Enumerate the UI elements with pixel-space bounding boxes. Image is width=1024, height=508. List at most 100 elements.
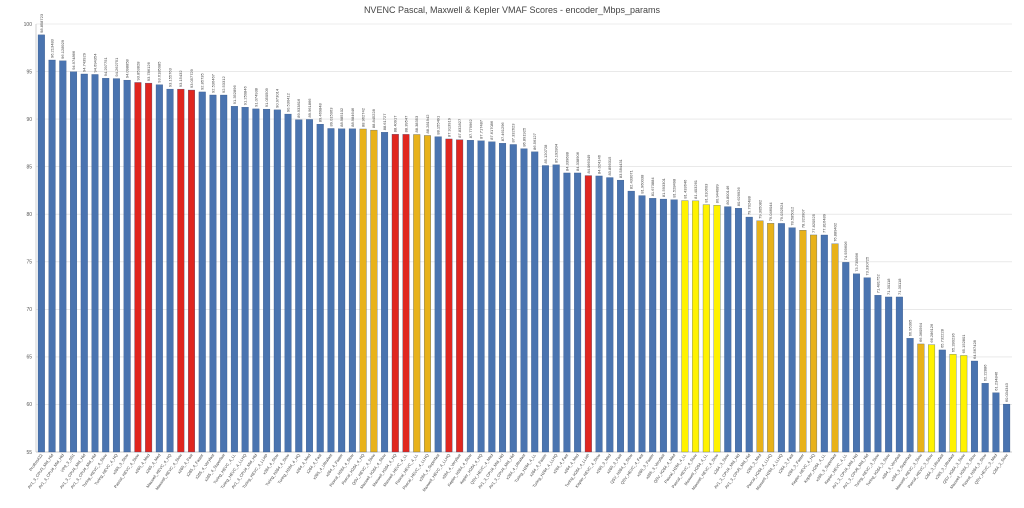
bar: [874, 295, 882, 453]
data-label: 87.332623: [511, 123, 516, 143]
data-label: 94.694354: [92, 53, 97, 73]
bar: [595, 175, 603, 453]
bar: [456, 139, 464, 453]
data-label: 79.032524: [779, 202, 784, 222]
data-label: 94.297751: [103, 57, 108, 77]
bar: [970, 360, 978, 453]
data-label: 80.944089: [714, 184, 719, 204]
bar: [338, 128, 346, 453]
data-label: 93.155763: [167, 67, 172, 87]
y-tick-label: 75: [26, 260, 32, 266]
data-label: 71.30118: [897, 278, 902, 295]
data-label: 91.074938: [253, 87, 258, 107]
data-label: 81.528498: [672, 178, 677, 198]
data-label: 82.433071: [629, 169, 634, 189]
y-tick-label: 85: [26, 164, 32, 170]
data-label: 91.250846: [243, 86, 248, 106]
bar: [767, 223, 775, 453]
data-label: 85.120728: [543, 144, 548, 164]
bar: [777, 223, 785, 453]
data-label: 88.155491: [436, 115, 441, 135]
data-label: 88.984646: [350, 107, 355, 127]
bar: [123, 79, 131, 453]
data-label: 91.352896: [232, 85, 237, 105]
bar: [70, 71, 78, 453]
data-label: 94.262751: [114, 57, 119, 77]
data-label: 85.192804: [554, 143, 559, 163]
bar: [359, 128, 367, 453]
bar: [48, 59, 56, 453]
data-label: 89.933816: [296, 98, 301, 118]
bar: [563, 172, 571, 453]
y-tick-label: 55: [26, 450, 32, 456]
chart-title: NVENC Pascal, Maxwell & Kepler VMAF Scor…: [364, 5, 661, 15]
data-label: 64.567428: [972, 339, 977, 359]
bar: [209, 94, 217, 453]
bar: [584, 175, 592, 453]
bar: [434, 136, 442, 453]
bar: [327, 128, 335, 453]
bar: [230, 106, 238, 453]
data-label: 66.286126: [929, 323, 934, 343]
bar: [541, 165, 549, 453]
bars: [37, 34, 1011, 453]
bar: [713, 205, 721, 453]
bar: [413, 134, 421, 453]
bar: [37, 34, 45, 453]
data-label: 88.845228: [371, 108, 376, 128]
data-label: 84.066349: [586, 154, 591, 174]
bar: [1003, 403, 1011, 453]
bar: [348, 128, 356, 453]
bar: [370, 129, 378, 453]
data-label: 89.961866: [307, 98, 312, 118]
data-label: 93.786126: [146, 61, 151, 81]
bar: [166, 88, 174, 453]
bar: [617, 179, 625, 453]
bar: [252, 108, 260, 453]
data-label: 81.593301: [661, 177, 666, 197]
y-tick-label: 60: [26, 402, 32, 408]
bar: [799, 230, 807, 453]
bar: [295, 119, 303, 453]
data-label: 88.61727: [382, 113, 387, 130]
data-label: 87.461296: [500, 122, 505, 142]
data-label: 86.56127: [532, 132, 537, 149]
data-label: 61.234846: [993, 371, 998, 391]
data-label: 81.433646: [682, 179, 687, 199]
data-label: 93.853828: [135, 61, 140, 81]
bar: [895, 296, 903, 453]
bar: [91, 74, 99, 453]
data-label: 80.629926: [736, 187, 741, 207]
data-label: 79.702488: [747, 195, 752, 215]
bar: [188, 89, 195, 453]
bar: [241, 107, 249, 453]
data-label: 89.015063: [328, 107, 333, 127]
bar: [606, 177, 614, 453]
data-label: 79.046044: [768, 202, 773, 222]
bar: [981, 383, 989, 453]
data-labels: 98.858723 96.213483 96.128929 94.974866 94.7…: [39, 13, 1009, 402]
bar: [531, 151, 539, 453]
data-label: 92.536467: [210, 73, 215, 93]
data-label: 87.779962: [468, 119, 473, 139]
bar: [885, 296, 893, 453]
bar: [423, 135, 431, 453]
data-label: 98.858723: [39, 13, 44, 33]
bar: [724, 206, 732, 453]
bar: [80, 73, 88, 453]
bar: [381, 132, 389, 453]
bar: [263, 108, 271, 453]
bar: [198, 91, 206, 453]
bar: [638, 195, 646, 453]
data-label: 84.024146: [596, 154, 601, 174]
data-label: 91.050509: [264, 87, 269, 107]
data-label: 79.305082: [757, 199, 762, 219]
bar: [220, 94, 228, 453]
y-tick-label: 70: [26, 307, 32, 313]
bar: [574, 172, 582, 453]
bar: [59, 60, 67, 453]
data-label: 71.30118: [886, 278, 891, 295]
data-label: 92.53312: [221, 76, 226, 93]
bar: [659, 198, 667, 453]
